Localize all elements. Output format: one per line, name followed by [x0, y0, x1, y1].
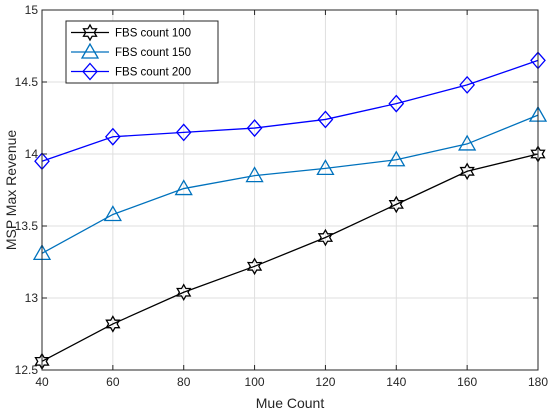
series-lines	[41, 59, 539, 362]
legend-marker	[82, 62, 98, 81]
series-line-3	[41, 59, 539, 162]
data-point	[246, 257, 263, 276]
y-tick-label: 13	[25, 291, 39, 305]
data-point	[105, 315, 121, 333]
x-tick-label: 60	[106, 375, 120, 389]
legend-label: FBS count 150	[115, 47, 191, 59]
data-point	[176, 283, 192, 302]
data-point	[103, 205, 122, 222]
data-point	[317, 228, 334, 247]
data-point	[387, 150, 406, 167]
x-tick-label: 160	[457, 375, 477, 389]
y-tick-label: 12.5	[15, 363, 39, 377]
x-axis-title: Mue Count	[256, 395, 325, 411]
data-point	[246, 119, 263, 138]
y-tick-label: 14.5	[15, 75, 39, 89]
legend-item: FBS count 200	[71, 62, 191, 81]
legend-marker	[82, 23, 98, 42]
grid-lines	[42, 10, 538, 370]
data-point	[458, 134, 477, 151]
series-line-1	[41, 153, 539, 362]
data-point	[174, 179, 193, 196]
legend: FBS count 100 FBS count 150 FBS count 200	[65, 20, 219, 84]
legend-marker	[80, 42, 100, 59]
y-tick-label: 14	[25, 147, 39, 161]
x-tick-label: 120	[315, 375, 335, 389]
x-tick-label: 80	[177, 375, 191, 389]
data-point	[388, 94, 405, 113]
legend-label: FBS count 100	[115, 28, 191, 40]
data-point	[388, 195, 404, 214]
y-tick-label: 13.5	[15, 219, 39, 233]
axis-ticks	[41, 9, 539, 371]
data-point	[245, 166, 264, 183]
legend-item: FBS count 150	[71, 42, 191, 59]
data-point	[459, 75, 476, 94]
y-tick-label: 15	[25, 3, 39, 17]
x-tick-labels: 40 60 80 100 120 140 160 180	[35, 375, 548, 389]
x-tick-label: 40	[35, 375, 49, 389]
data-point	[317, 110, 334, 129]
legend-item: FBS count 100	[71, 23, 191, 42]
x-tick-label: 140	[386, 375, 406, 389]
y-axis-title: MSP Max Revenue	[3, 130, 19, 251]
y-tick-labels: 12.5 13 13.5 14 14.5 15	[15, 3, 39, 377]
x-tick-label: 180	[528, 375, 548, 389]
series-line-2	[41, 114, 539, 254]
data-point	[316, 159, 335, 176]
data-point	[104, 127, 121, 146]
data-point	[459, 162, 475, 181]
legend-label: FBS count 200	[115, 67, 191, 79]
x-tick-label: 100	[245, 375, 265, 389]
data-point	[175, 123, 192, 142]
plot-frame	[41, 9, 539, 371]
